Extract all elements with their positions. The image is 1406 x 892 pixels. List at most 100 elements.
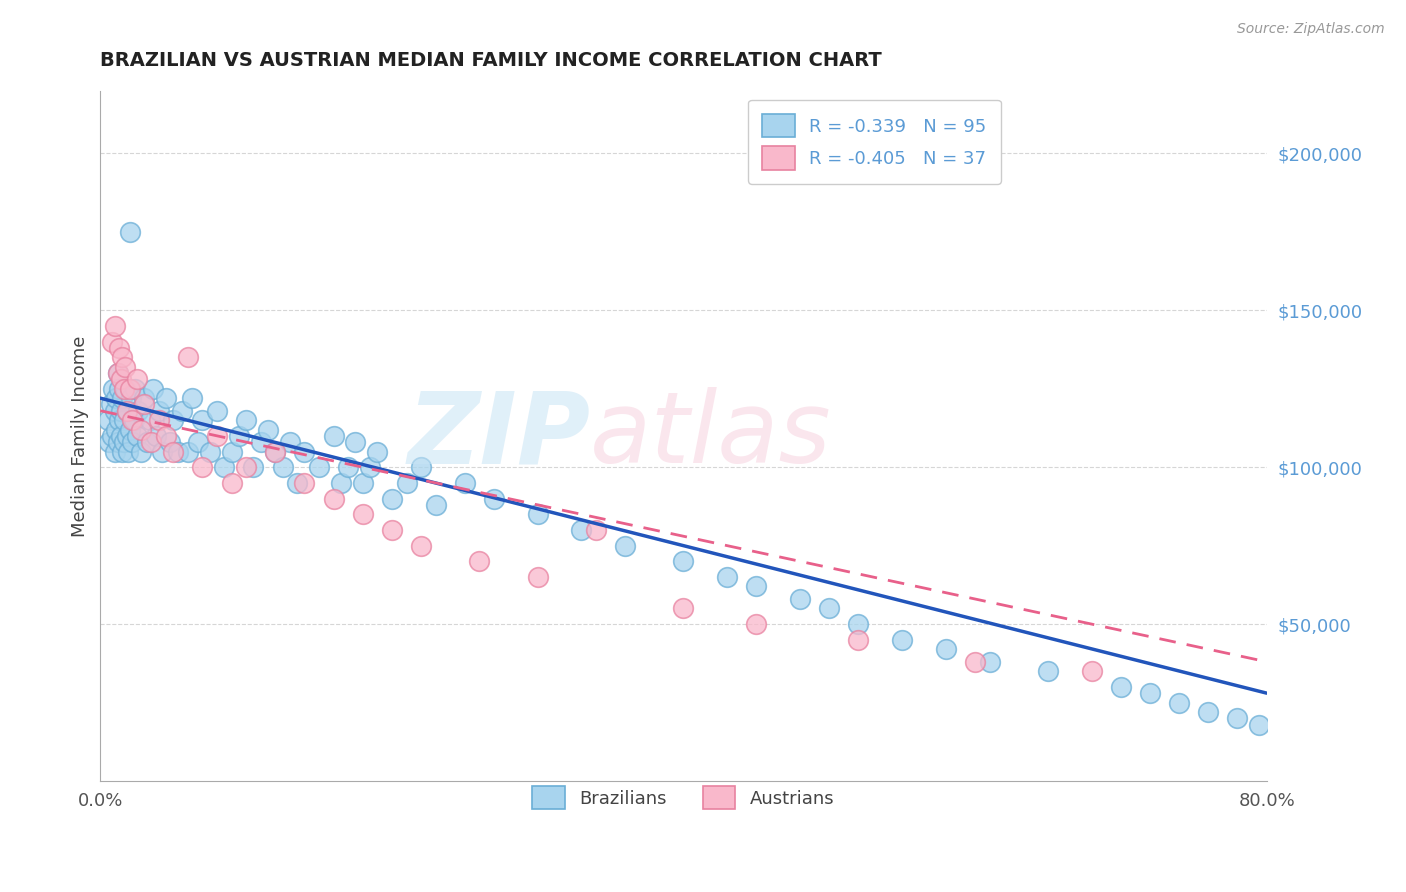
Point [132,391,155,405]
Point [103,382,125,396]
Point [132,397,155,411]
Point [155,429,177,443]
Point [145,429,167,443]
Point [848,632,870,647]
Point [162,444,184,458]
Point [264,444,287,458]
Point [124,382,146,396]
Point [235,460,257,475]
Point [181,391,204,405]
Point [115,403,138,417]
Point [191,460,214,475]
Point [121,435,143,450]
Point [104,318,127,333]
Point [1109,680,1132,694]
Point [177,351,200,365]
Point [285,475,308,490]
Point [526,570,548,584]
Point [159,435,181,450]
Point [1197,705,1219,719]
Point [672,601,695,615]
Point [118,423,141,437]
Point [271,460,294,475]
Point [122,413,145,427]
Point [108,341,131,355]
Point [129,423,152,437]
Y-axis label: Median Family Income: Median Family Income [72,335,89,536]
Point [1168,696,1191,710]
Point [112,435,135,450]
Point [848,617,870,632]
Point [745,579,768,593]
Point [214,460,236,475]
Point [571,523,593,537]
Point [110,403,132,417]
Point [221,444,243,458]
Point [177,444,200,458]
Text: Source: ZipAtlas.com: Source: ZipAtlas.com [1237,22,1385,37]
Point [118,382,141,396]
Point [257,423,280,437]
Point [1226,711,1249,725]
Point [170,403,193,417]
Point [352,475,374,490]
Point [125,372,148,386]
Point [198,444,221,458]
Point [228,429,250,443]
Point [205,429,228,443]
Point [100,397,122,411]
Point [141,435,163,450]
Point [136,435,159,450]
Point [120,391,142,405]
Point [249,435,271,450]
Point [381,523,404,537]
Point [104,403,127,417]
Point [115,403,138,417]
Point [166,444,188,458]
Point [121,413,143,427]
Point [308,460,330,475]
Point [278,435,301,450]
Point [107,435,129,450]
Point [242,460,264,475]
Point [264,444,287,458]
Point [105,391,128,405]
Point [716,570,738,584]
Point [935,642,957,657]
Point [105,423,128,437]
Point [110,372,132,386]
Point [454,475,477,490]
Point [381,491,404,506]
Point [294,475,316,490]
Point [322,429,344,443]
Point [114,382,136,396]
Point [110,429,132,443]
Point [108,382,131,396]
Point [425,498,447,512]
Point [344,435,367,450]
Point [672,554,695,568]
Point [191,413,214,427]
Point [352,508,374,522]
Point [148,403,170,417]
Point [614,539,637,553]
Point [155,391,177,405]
Point [337,460,360,475]
Point [139,413,162,427]
Text: BRAZILIAN VS AUSTRIAN MEDIAN FAMILY INCOME CORRELATION CHART: BRAZILIAN VS AUSTRIAN MEDIAN FAMILY INCO… [100,51,882,70]
Point [112,413,135,427]
Point [1036,664,1059,678]
Text: ZIP: ZIP [408,387,591,484]
Point [115,429,138,443]
Point [162,413,184,427]
Point [965,655,987,669]
Point [818,601,841,615]
Point [104,444,127,458]
Point [409,539,432,553]
Point [395,475,418,490]
Point [359,460,381,475]
Point [114,359,136,374]
Point [150,444,173,458]
Point [1249,717,1271,731]
Point [107,366,129,380]
